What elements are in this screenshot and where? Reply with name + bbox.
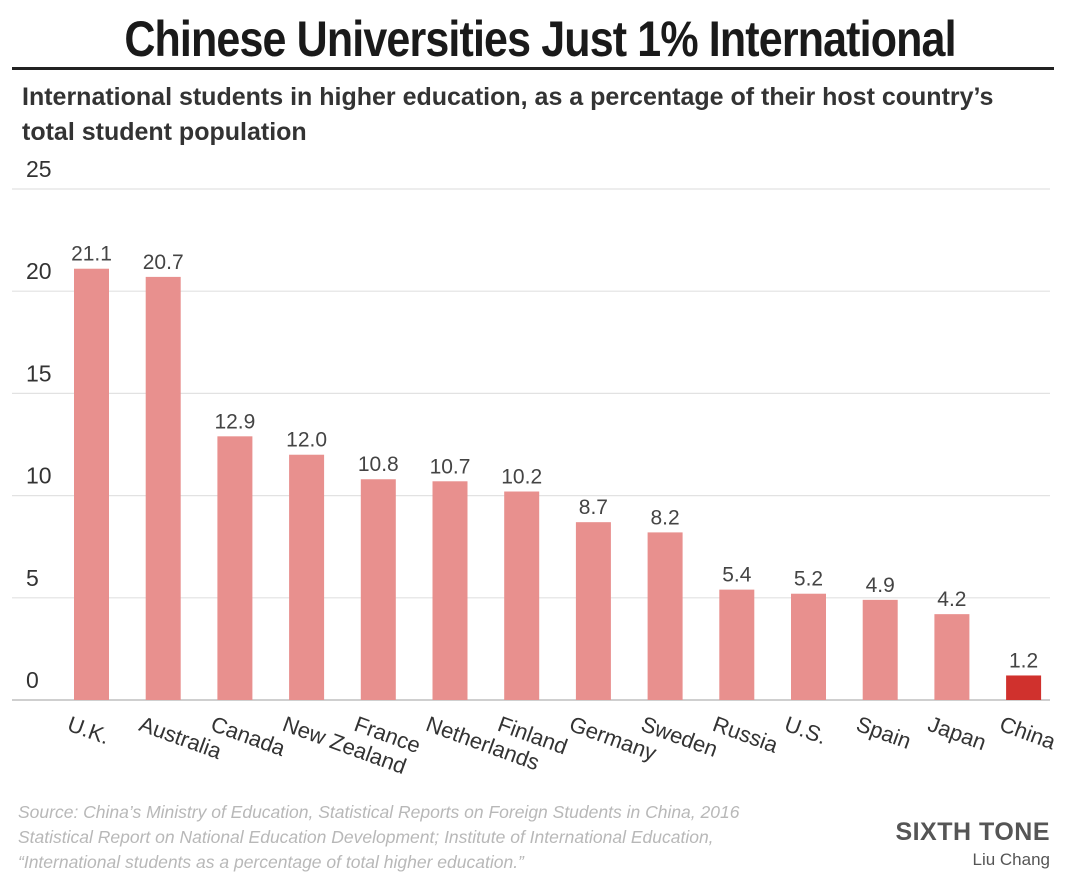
data-label: 8.2 [650, 506, 679, 529]
data-label: 12.9 [214, 410, 255, 433]
bar-australia [145, 276, 181, 700]
data-label: 5.4 [722, 564, 752, 587]
bar-u-s- [791, 593, 826, 700]
brand-logo: SIXTH TONE [895, 818, 1050, 846]
y-tick-label: 15 [26, 360, 52, 386]
y-tick-label: 25 [26, 156, 52, 182]
y-tick-label: 10 [26, 463, 52, 489]
x-tick-label: Australia [136, 711, 226, 764]
y-tick-label: 5 [26, 565, 39, 591]
bar-chart: 051015202521.1U.K.20.7Australia12.9Canad… [12, 156, 1060, 779]
source-note: Source: China’s Ministry of Education, S… [18, 802, 740, 872]
chart-title: Chinese Universities Just 1% Internation… [124, 11, 956, 67]
bar-u-k- [74, 268, 109, 700]
data-label: 8.7 [579, 496, 608, 519]
x-tick-label: Russia [710, 711, 782, 758]
bar-germany [575, 522, 611, 700]
x-tick-label: Spain [853, 711, 914, 754]
y-tick-label: 0 [26, 667, 39, 693]
data-label: 10.7 [430, 455, 471, 478]
data-label: 1.2 [1009, 649, 1038, 672]
bar-finland [504, 491, 540, 700]
bar-new-zealand [289, 454, 325, 700]
bar-china [1006, 675, 1042, 700]
chart-subtitle: International students in higher educati… [22, 83, 994, 146]
data-label: 21.1 [71, 243, 112, 266]
data-label: 4.2 [937, 588, 966, 611]
bar-spain [862, 599, 898, 700]
bar-canada [217, 436, 253, 700]
bar-japan [934, 614, 970, 700]
x-tick-label: U.S. [781, 711, 830, 749]
y-tick-label: 20 [26, 258, 52, 284]
data-label: 20.7 [143, 251, 184, 274]
bar-netherlands [432, 481, 468, 700]
x-tick-label: China [996, 711, 1059, 754]
data-label: 10.2 [501, 466, 542, 489]
title-divider [12, 67, 1054, 70]
author-credit: Liu Chang [972, 850, 1050, 869]
x-tick-label: U.K. [64, 711, 113, 749]
data-label: 4.9 [866, 574, 895, 597]
data-label: 12.0 [286, 429, 327, 452]
bar-sweden [647, 532, 683, 700]
data-label: 10.8 [358, 453, 399, 476]
bar-france [360, 479, 396, 700]
x-tick-label: Japan [925, 711, 990, 755]
bar-russia [719, 589, 755, 700]
data-label: 5.2 [794, 568, 823, 591]
